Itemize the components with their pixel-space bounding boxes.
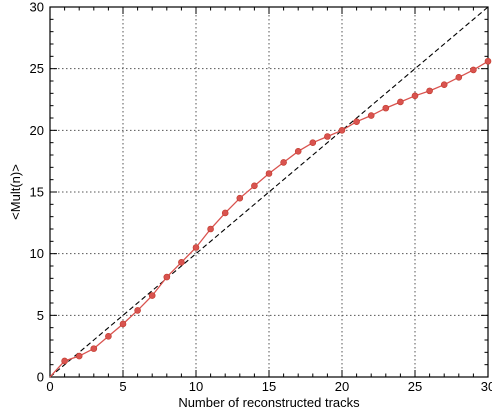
data-point <box>411 92 419 100</box>
data-point <box>236 194 244 202</box>
data-point <box>251 182 258 190</box>
grid-lines <box>50 7 488 377</box>
x-tick-label: 30 <box>481 379 492 394</box>
data-point <box>61 357 68 365</box>
x-tick-label: 15 <box>262 379 276 394</box>
data-point <box>440 81 448 88</box>
data-point <box>426 87 433 95</box>
y-tick-label: 30 <box>30 0 44 15</box>
data-point <box>470 66 477 74</box>
data-point <box>294 148 302 155</box>
x-axis-title: Number of reconstructed tracks <box>178 395 360 410</box>
data-point <box>178 258 185 266</box>
data-point <box>324 133 331 140</box>
data-point <box>134 307 141 314</box>
data-point <box>163 273 171 281</box>
y-tick-label: 5 <box>37 308 44 323</box>
x-tick-label: 20 <box>335 379 349 394</box>
data-point <box>353 118 360 125</box>
data-point <box>105 332 112 340</box>
data-point <box>90 345 98 352</box>
x-tick-label: 5 <box>119 379 126 394</box>
data-point <box>265 170 273 177</box>
axis-ticks: 0 5 10 15 20 25 30 0 5 10 15 20 25 30 <box>30 0 492 394</box>
series-group <box>49 57 492 378</box>
y-tick-label: 15 <box>30 185 44 200</box>
y-tick-label: 20 <box>30 123 44 138</box>
y-tick-label: 25 <box>30 61 44 76</box>
data-point <box>397 98 404 106</box>
x-tick-label: 0 <box>46 379 53 394</box>
data-point <box>192 244 200 251</box>
data-point <box>367 112 375 119</box>
x-tick-label: 10 <box>189 379 203 394</box>
y-tick-label: 10 <box>30 246 44 261</box>
data-point <box>338 127 346 134</box>
data-point <box>148 292 156 299</box>
data-point <box>207 225 214 233</box>
data-point <box>455 74 463 81</box>
y-axis-title: <Mult(n)> <box>8 164 23 220</box>
data-point <box>280 159 287 166</box>
y-tick-label: 0 <box>37 370 44 385</box>
axis-labels: Number of reconstructed tracks <Mult(n)> <box>8 164 360 410</box>
data-point <box>75 352 83 360</box>
data-point <box>309 139 317 146</box>
data-point <box>484 57 492 65</box>
data-point <box>221 209 229 217</box>
data-point <box>119 320 127 328</box>
data-point <box>382 104 390 112</box>
x-tick-label: 25 <box>408 379 422 394</box>
